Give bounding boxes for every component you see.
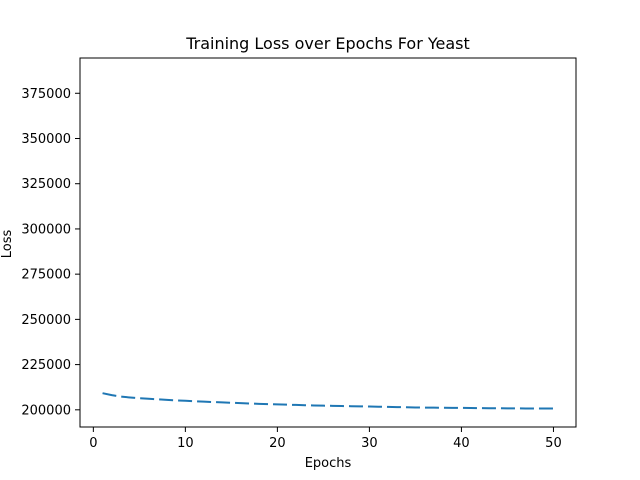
x-tick-label: 10 — [177, 436, 194, 451]
y-tick-label: 225000 — [21, 358, 71, 373]
plot-frame — [79, 57, 577, 428]
y-tick-label: 275000 — [21, 268, 71, 283]
chart-title: Training Loss over Epochs For Yeast — [185, 34, 470, 53]
x-tick-label: 0 — [89, 436, 97, 451]
y-tick-label: 325000 — [21, 177, 71, 192]
x-tick-label: 50 — [545, 436, 562, 451]
y-tick-label: 350000 — [21, 132, 71, 147]
x-tick-label: 30 — [361, 436, 378, 451]
y-tick-label: 250000 — [21, 313, 71, 328]
y-axis-title: Loss — [0, 230, 15, 259]
y-tick-label: 200000 — [21, 403, 71, 418]
x-axis-title: Epochs — [305, 456, 352, 471]
y-tick-label: 300000 — [21, 222, 71, 237]
y-tick-label: 375000 — [21, 87, 71, 102]
x-tick-label: 40 — [453, 436, 470, 451]
plot-area: 0 10 20 30 40 50 200000 225000 250000 275000 30000… — [21, 57, 577, 451]
x-tick-label: 20 — [269, 436, 286, 451]
